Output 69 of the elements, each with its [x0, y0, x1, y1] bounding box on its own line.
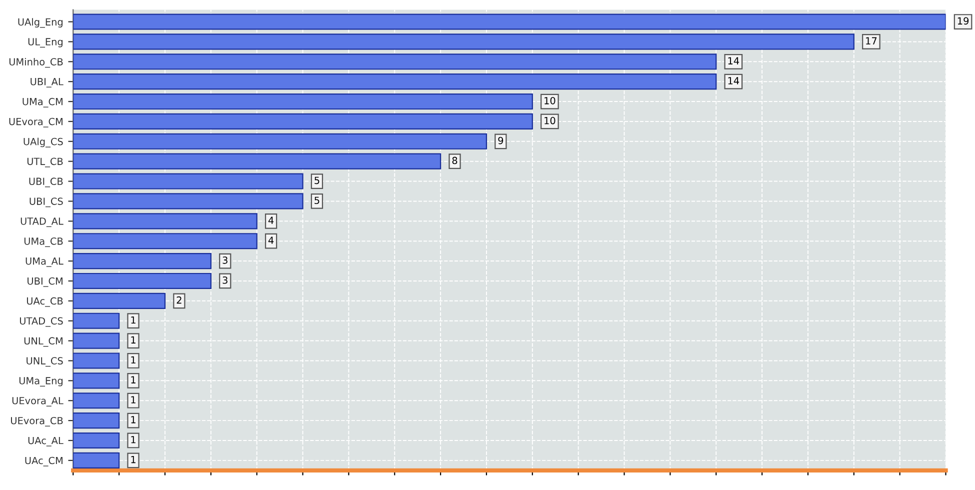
bar: [73, 253, 212, 270]
data-label: 3: [222, 276, 228, 284]
bar: [73, 352, 120, 369]
y-tick-label: UAc_AL: [28, 436, 64, 446]
y-tick-label: UNL_CM: [24, 337, 62, 347]
data-label: 1: [131, 436, 136, 444]
bar: [73, 54, 717, 70]
y-tick-label: UNL_CS: [26, 357, 63, 367]
bar: [73, 233, 258, 250]
bar: [73, 93, 533, 110]
bar: [73, 332, 120, 349]
data-label: 1: [131, 316, 136, 324]
bar: [73, 133, 488, 150]
y-tick-label: UAlg_CS: [24, 138, 63, 148]
y-tick-label: UAc_CB: [26, 297, 63, 307]
bar: [73, 312, 120, 329]
data-label: 5: [314, 176, 320, 184]
data-label: 8: [452, 156, 458, 164]
y-tick-label: UAc_CM: [25, 456, 62, 466]
data-label: 1: [131, 456, 136, 464]
data-label: 1: [131, 376, 136, 384]
bar: [73, 432, 120, 449]
bar: [73, 193, 304, 210]
y-tick-label: UMa_CM: [22, 98, 62, 108]
bar: [73, 74, 717, 90]
data-label: 10: [544, 116, 556, 124]
y-tick-label: UAlg_Eng: [18, 18, 63, 28]
data-label: 19: [958, 17, 969, 25]
data-label: 9: [498, 136, 504, 144]
bar: [73, 272, 212, 290]
bar: [73, 113, 533, 130]
y-tick-label: UTAD_CS: [20, 317, 63, 327]
bar: [73, 213, 258, 230]
bar: [73, 372, 120, 389]
y-tick-label: UBI_CB: [29, 178, 63, 188]
data-label: 5: [314, 196, 320, 204]
y-tick-label: UEvora_CM: [9, 118, 62, 128]
data-label: 4: [268, 216, 274, 224]
y-tick-label: UBI_CM: [28, 277, 62, 287]
y-tick-label: UTAD_AL: [20, 218, 64, 228]
data-label: 14: [728, 77, 740, 84]
y-tick-label: UMinho_CB: [9, 58, 63, 68]
y-tick-label: UEvora_CB: [11, 416, 63, 426]
bar: [73, 412, 120, 429]
data-label: 1: [131, 336, 136, 344]
bar: [73, 34, 854, 50]
bar: [73, 14, 946, 30]
y-tick-label: UEvora_AL: [12, 397, 64, 406]
y-tick-label: UTL_CB: [27, 158, 63, 168]
bar: [73, 153, 442, 170]
data-label: 3: [222, 256, 228, 264]
bar: [73, 452, 120, 468]
data-label: 1: [131, 396, 136, 404]
bar: [73, 292, 166, 309]
y-tick-label: UBI_AL: [30, 78, 64, 88]
bar: [73, 173, 304, 190]
data-label: 2: [176, 296, 182, 304]
bar: [73, 392, 120, 409]
data-label: 1: [131, 356, 136, 364]
y-tick-label: UMa_Eng: [19, 377, 63, 387]
y-tick-label: UBI_CS: [30, 198, 63, 208]
y-tick-label: UL_Eng: [28, 38, 63, 48]
data-label: 14: [728, 57, 740, 64]
data-label: 4: [268, 236, 274, 244]
y-tick-label: UMa_CB: [24, 237, 63, 247]
data-label: 17: [866, 37, 877, 44]
data-label: 10: [544, 96, 556, 104]
data-label: 1: [131, 416, 136, 424]
y-tick-label: UMa_AL: [26, 258, 64, 267]
